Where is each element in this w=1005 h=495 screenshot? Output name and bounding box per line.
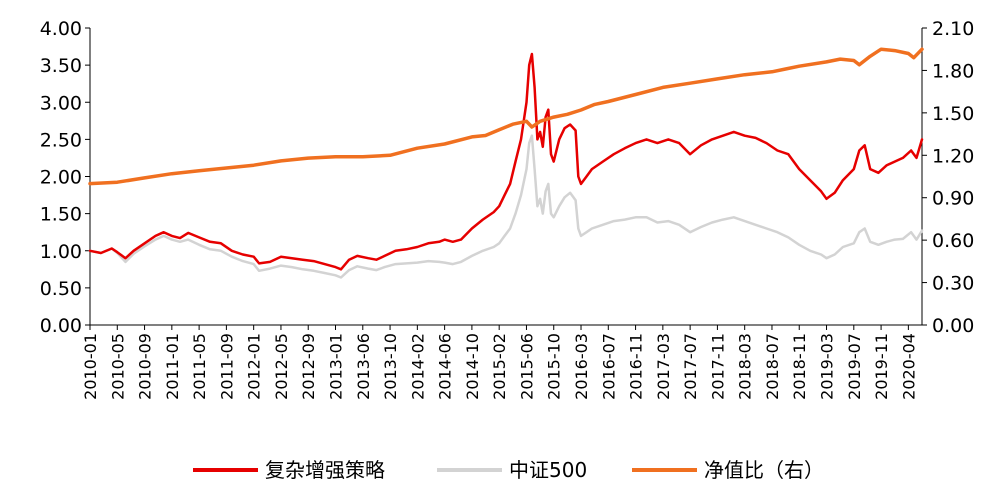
x-tick-label: 2019-03 <box>818 333 837 400</box>
left-tick-label: 3.50 <box>40 55 82 77</box>
x-tick-label: 2012-09 <box>299 333 318 400</box>
x-tick-label: 2015-06 <box>517 333 536 400</box>
x-tick-label: 2010-05 <box>108 333 127 400</box>
legend-label-1: 复杂增强策略 <box>265 458 385 482</box>
x-tick-label: 2014-02 <box>408 333 427 400</box>
right-tick-label: 2.10 <box>932 18 974 40</box>
x-tick-label: 2015-10 <box>545 333 564 400</box>
right-tick-label: 1.50 <box>932 103 974 125</box>
x-tick-label: 2011-09 <box>217 333 236 400</box>
x-tick-label: 2018-03 <box>736 333 755 400</box>
left-tick-label: 1.00 <box>40 241 82 263</box>
x-tick-label: 2011-01 <box>163 333 182 400</box>
left-tick-label: 2.00 <box>40 167 82 189</box>
legend-label-3: 净值比（右） <box>704 458 824 482</box>
x-tick-label: 2019-11 <box>872 333 891 400</box>
left-tick-label: 2.50 <box>40 129 82 151</box>
x-tick-label: 2011-05 <box>190 333 209 400</box>
x-tick-label: 2018-11 <box>790 333 809 400</box>
x-tick-label: 2010-09 <box>136 333 155 400</box>
legend: 复杂增强策略 中证500 净值比（右） <box>193 458 824 482</box>
series-line-2 <box>88 134 924 279</box>
x-tick-label: 2019-07 <box>845 333 864 400</box>
x-tick-label: 2017-11 <box>708 333 727 400</box>
x-tick-label: 2016-07 <box>599 333 618 400</box>
x-tick-label: 2012-01 <box>245 333 264 400</box>
series-line-1 <box>88 52 924 271</box>
right-tick-label: 0.60 <box>932 230 974 252</box>
left-tick-label: 0.00 <box>40 315 82 337</box>
right-tick-label: 0.90 <box>932 188 974 210</box>
x-tick-label: 2016-03 <box>572 333 591 400</box>
x-tick-label: 2014-10 <box>463 333 482 400</box>
x-tick-label: 2013-01 <box>327 333 346 400</box>
x-tick-label: 2017-03 <box>654 333 673 400</box>
series-line-3 <box>88 47 924 186</box>
x-tick-label: 2016-11 <box>627 333 646 400</box>
x-tick-label: 2020-04 <box>899 333 918 400</box>
left-tick-label: 3.00 <box>40 92 82 114</box>
x-tick-label: 2018-07 <box>763 333 782 400</box>
right-tick-label: 0.30 <box>932 273 974 295</box>
x-tick-label: 2013-10 <box>381 333 400 400</box>
x-tick-label: 2014-06 <box>436 333 455 400</box>
plot-area <box>88 47 924 279</box>
x-tick-label: 2015-02 <box>490 333 509 400</box>
axes: 0.00 0.50 1.00 1.50 2.00 2.50 3.00 3.50 4.00 0.00… <box>40 18 975 400</box>
x-tick-label: 2013-06 <box>354 333 373 400</box>
x-tick-label: 2012-05 <box>272 333 291 400</box>
right-tick-label: 1.80 <box>932 60 974 82</box>
left-tick-label: 0.50 <box>40 278 82 300</box>
x-tick-label: 2010-01 <box>81 333 100 400</box>
left-tick-label: 4.00 <box>40 18 82 40</box>
right-tick-label: 1.20 <box>932 145 974 167</box>
right-tick-label: 0.00 <box>932 315 974 337</box>
x-tick-label: 2017-07 <box>681 333 700 400</box>
legend-label-2: 中证500 <box>509 458 587 482</box>
left-tick-label: 1.50 <box>40 204 82 226</box>
